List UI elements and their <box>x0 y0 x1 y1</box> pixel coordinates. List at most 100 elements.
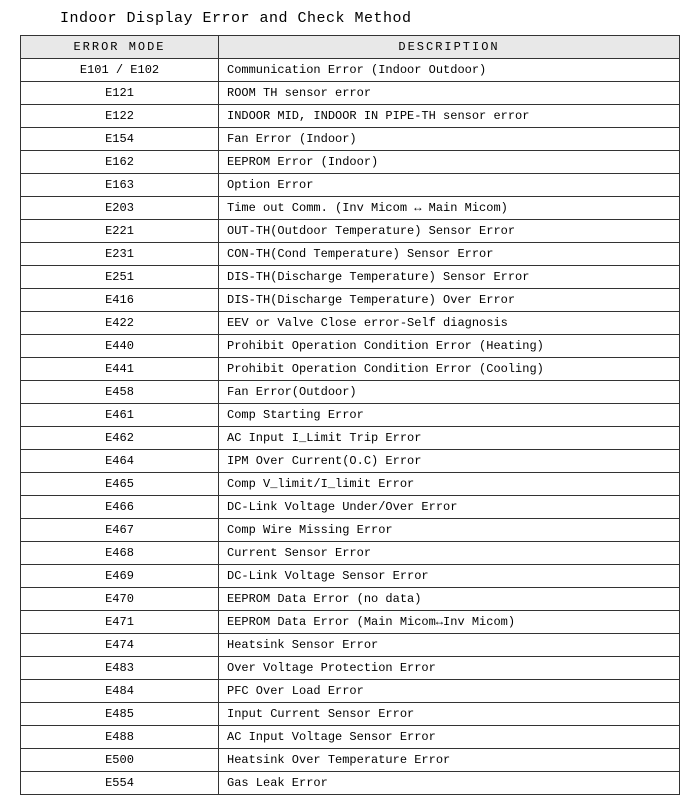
error-code-cell: E221 <box>21 220 219 243</box>
error-desc-cell: DC-Link Voltage Under/Over Error <box>219 496 680 519</box>
table-row: E465Comp V_limit/I_limit Error <box>21 473 680 496</box>
table-row: E416DIS-TH(Discharge Temperature) Over E… <box>21 289 680 312</box>
table-row: E464IPM Over Current(O.C) Error <box>21 450 680 473</box>
error-desc-cell: Fan Error(Outdoor) <box>219 381 680 404</box>
error-desc-cell: DC-Link Voltage Sensor Error <box>219 565 680 588</box>
table-header-row: ERROR MODE DESCRIPTION <box>21 36 680 59</box>
table-row: E154Fan Error (Indoor) <box>21 128 680 151</box>
table-row: E101 / E102Communication Error (Indoor O… <box>21 59 680 82</box>
table-body: E101 / E102Communication Error (Indoor O… <box>21 59 680 795</box>
error-desc-cell: EEV or Valve Close error-Self diagnosis <box>219 312 680 335</box>
table-row: E483Over Voltage Protection Error <box>21 657 680 680</box>
error-desc-cell: Time out Comm. (Inv Micom ↔ Main Micom) <box>219 197 680 220</box>
table-row: E251DIS-TH(Discharge Temperature) Sensor… <box>21 266 680 289</box>
error-code-cell: E500 <box>21 749 219 772</box>
error-desc-cell: EEPROM Error (Indoor) <box>219 151 680 174</box>
error-desc-cell: Option Error <box>219 174 680 197</box>
error-code-cell: E231 <box>21 243 219 266</box>
table-row: E484PFC Over Load Error <box>21 680 680 703</box>
error-code-cell: E461 <box>21 404 219 427</box>
error-code-cell: E470 <box>21 588 219 611</box>
error-code-cell: E163 <box>21 174 219 197</box>
error-desc-cell: ROOM TH sensor error <box>219 82 680 105</box>
error-desc-cell: EEPROM Data Error (no data) <box>219 588 680 611</box>
error-desc-cell: INDOOR MID, INDOOR IN PIPE-TH sensor err… <box>219 105 680 128</box>
col-header-description: DESCRIPTION <box>219 36 680 59</box>
table-row: E466DC-Link Voltage Under/Over Error <box>21 496 680 519</box>
error-code-cell: E469 <box>21 565 219 588</box>
table-row: E203Time out Comm. (Inv Micom ↔ Main Mic… <box>21 197 680 220</box>
table-row: E462AC Input I_Limit Trip Error <box>21 427 680 450</box>
error-table: ERROR MODE DESCRIPTION E101 / E102Commun… <box>20 35 680 795</box>
error-desc-cell: Prohibit Operation Condition Error (Heat… <box>219 335 680 358</box>
error-code-cell: E162 <box>21 151 219 174</box>
error-code-cell: E474 <box>21 634 219 657</box>
error-desc-cell: AC Input I_Limit Trip Error <box>219 427 680 450</box>
error-code-cell: E203 <box>21 197 219 220</box>
table-row: E470EEPROM Data Error (no data) <box>21 588 680 611</box>
error-code-cell: E483 <box>21 657 219 680</box>
table-row: E440Prohibit Operation Condition Error (… <box>21 335 680 358</box>
page-title: Indoor Display Error and Check Method <box>60 10 680 27</box>
error-desc-cell: AC Input Voltage Sensor Error <box>219 726 680 749</box>
error-code-cell: E465 <box>21 473 219 496</box>
error-desc-cell: Comp Wire Missing Error <box>219 519 680 542</box>
error-desc-cell: PFC Over Load Error <box>219 680 680 703</box>
error-desc-cell: Fan Error (Indoor) <box>219 128 680 151</box>
error-desc-cell: DIS-TH(Discharge Temperature) Over Error <box>219 289 680 312</box>
error-desc-cell: Heatsink Sensor Error <box>219 634 680 657</box>
error-code-cell: E484 <box>21 680 219 703</box>
table-row: E231CON-TH(Cond Temperature) Sensor Erro… <box>21 243 680 266</box>
error-desc-cell: Heatsink Over Temperature Error <box>219 749 680 772</box>
error-desc-cell: CON-TH(Cond Temperature) Sensor Error <box>219 243 680 266</box>
table-row: E163Option Error <box>21 174 680 197</box>
error-code-cell: E121 <box>21 82 219 105</box>
error-code-cell: E101 / E102 <box>21 59 219 82</box>
error-code-cell: E467 <box>21 519 219 542</box>
table-row: E121ROOM TH sensor error <box>21 82 680 105</box>
table-row: E422EEV or Valve Close error-Self diagno… <box>21 312 680 335</box>
error-code-cell: E122 <box>21 105 219 128</box>
error-code-cell: E422 <box>21 312 219 335</box>
table-row: E441Prohibit Operation Condition Error (… <box>21 358 680 381</box>
table-row: E221OUT-TH(Outdoor Temperature) Sensor E… <box>21 220 680 243</box>
error-code-cell: E154 <box>21 128 219 151</box>
error-desc-cell: Input Current Sensor Error <box>219 703 680 726</box>
table-row: E485Input Current Sensor Error <box>21 703 680 726</box>
table-row: E162EEPROM Error (Indoor) <box>21 151 680 174</box>
error-desc-cell: EEPROM Data Error (Main Micom↔Inv Micom) <box>219 611 680 634</box>
table-row: E458 Fan Error(Outdoor) <box>21 381 680 404</box>
table-row: E469DC-Link Voltage Sensor Error <box>21 565 680 588</box>
error-desc-cell: Comp V_limit/I_limit Error <box>219 473 680 496</box>
error-code-cell: E466 <box>21 496 219 519</box>
error-desc-cell: IPM Over Current(O.C) Error <box>219 450 680 473</box>
error-code-cell: E464 <box>21 450 219 473</box>
error-desc-cell: Communication Error (Indoor Outdoor) <box>219 59 680 82</box>
error-desc-cell: Gas Leak Error <box>219 772 680 795</box>
error-code-cell: E468 <box>21 542 219 565</box>
error-code-cell: E485 <box>21 703 219 726</box>
error-desc-cell: Comp Starting Error <box>219 404 680 427</box>
table-row: E467Comp Wire Missing Error <box>21 519 680 542</box>
error-code-cell: E440 <box>21 335 219 358</box>
table-row: E474Heatsink Sensor Error <box>21 634 680 657</box>
error-code-cell: E251 <box>21 266 219 289</box>
table-row: E468Current Sensor Error <box>21 542 680 565</box>
error-code-cell: E441 <box>21 358 219 381</box>
error-desc-cell: DIS-TH(Discharge Temperature) Sensor Err… <box>219 266 680 289</box>
table-row: E554Gas Leak Error <box>21 772 680 795</box>
error-code-cell: E462 <box>21 427 219 450</box>
error-code-cell: E458 <box>21 381 219 404</box>
table-row: E122INDOOR MID, INDOOR IN PIPE-TH sensor… <box>21 105 680 128</box>
error-desc-cell: OUT-TH(Outdoor Temperature) Sensor Error <box>219 220 680 243</box>
error-code-cell: E488 <box>21 726 219 749</box>
table-row: E471EEPROM Data Error (Main Micom↔Inv Mi… <box>21 611 680 634</box>
error-desc-cell: Over Voltage Protection Error <box>219 657 680 680</box>
error-desc-cell: Current Sensor Error <box>219 542 680 565</box>
error-code-cell: E416 <box>21 289 219 312</box>
error-code-cell: E471 <box>21 611 219 634</box>
table-row: E500Heatsink Over Temperature Error <box>21 749 680 772</box>
error-desc-cell: Prohibit Operation Condition Error (Cool… <box>219 358 680 381</box>
table-row: E461Comp Starting Error <box>21 404 680 427</box>
col-header-error-mode: ERROR MODE <box>21 36 219 59</box>
